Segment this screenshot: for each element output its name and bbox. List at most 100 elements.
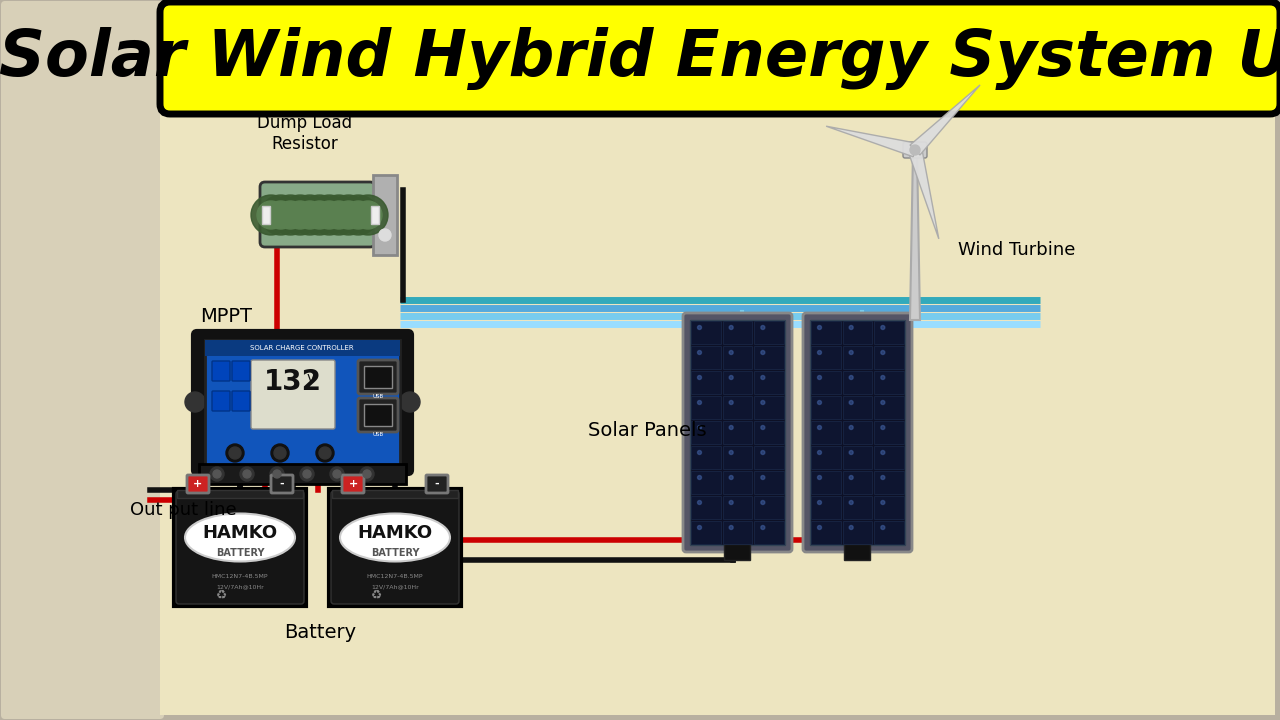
Circle shape (730, 475, 733, 480)
Text: +: + (193, 479, 202, 489)
Circle shape (261, 195, 301, 235)
FancyBboxPatch shape (754, 321, 783, 344)
FancyBboxPatch shape (232, 391, 250, 411)
Polygon shape (910, 85, 980, 155)
Circle shape (266, 201, 294, 229)
Ellipse shape (340, 513, 451, 562)
Circle shape (325, 201, 353, 229)
Text: SOLAR CHARGE CONTROLLER: SOLAR CHARGE CONTROLLER (250, 345, 353, 351)
Circle shape (330, 467, 344, 481)
Circle shape (338, 195, 379, 235)
Circle shape (241, 467, 253, 481)
Circle shape (760, 475, 765, 480)
Circle shape (300, 195, 339, 235)
Circle shape (818, 400, 822, 405)
Circle shape (257, 201, 285, 229)
Text: BATTERY: BATTERY (216, 547, 264, 557)
Text: Solar Panels: Solar Panels (588, 420, 707, 439)
FancyBboxPatch shape (844, 544, 870, 560)
FancyBboxPatch shape (260, 182, 375, 247)
Circle shape (306, 201, 334, 229)
Text: 132: 132 (264, 368, 323, 396)
Circle shape (319, 447, 332, 459)
FancyBboxPatch shape (874, 396, 904, 419)
Text: 12V/7Ah@10Hr: 12V/7Ah@10Hr (216, 585, 264, 590)
FancyBboxPatch shape (212, 361, 230, 381)
Circle shape (730, 451, 733, 454)
FancyBboxPatch shape (205, 340, 399, 356)
Circle shape (698, 475, 701, 480)
Circle shape (287, 201, 314, 229)
Circle shape (881, 475, 884, 480)
FancyBboxPatch shape (193, 331, 412, 474)
Text: 12V/7Ah@10Hr: 12V/7Ah@10Hr (371, 585, 419, 590)
FancyBboxPatch shape (723, 346, 753, 369)
FancyBboxPatch shape (372, 175, 397, 255)
FancyBboxPatch shape (358, 360, 398, 394)
Circle shape (881, 451, 884, 454)
FancyBboxPatch shape (723, 396, 753, 419)
FancyBboxPatch shape (754, 371, 783, 394)
Circle shape (296, 201, 324, 229)
FancyBboxPatch shape (329, 489, 461, 606)
Circle shape (210, 467, 224, 481)
FancyBboxPatch shape (691, 521, 721, 544)
Circle shape (315, 201, 343, 229)
Text: USB: USB (372, 431, 384, 436)
FancyBboxPatch shape (754, 446, 783, 469)
FancyBboxPatch shape (812, 471, 841, 494)
FancyBboxPatch shape (358, 398, 398, 432)
Circle shape (849, 351, 854, 354)
Circle shape (760, 451, 765, 454)
Circle shape (818, 500, 822, 505)
FancyBboxPatch shape (902, 142, 927, 158)
FancyBboxPatch shape (691, 396, 721, 419)
FancyBboxPatch shape (842, 371, 873, 394)
Circle shape (227, 444, 244, 462)
FancyBboxPatch shape (723, 446, 753, 469)
FancyBboxPatch shape (332, 490, 458, 498)
FancyBboxPatch shape (364, 404, 392, 426)
Polygon shape (909, 148, 938, 239)
Circle shape (760, 325, 765, 330)
FancyBboxPatch shape (271, 475, 293, 493)
FancyBboxPatch shape (251, 360, 335, 429)
FancyBboxPatch shape (754, 496, 783, 519)
Text: MPPT: MPPT (200, 307, 252, 326)
Text: +: + (348, 479, 357, 489)
Circle shape (730, 526, 733, 529)
Circle shape (849, 325, 854, 330)
Circle shape (849, 526, 854, 529)
Circle shape (344, 201, 372, 229)
FancyBboxPatch shape (812, 421, 841, 444)
FancyBboxPatch shape (1, 1, 164, 719)
FancyBboxPatch shape (723, 421, 753, 444)
Text: HMC12N7-4B.5MP: HMC12N7-4B.5MP (211, 575, 269, 580)
Circle shape (319, 195, 358, 235)
FancyBboxPatch shape (723, 521, 753, 544)
Polygon shape (910, 150, 920, 320)
Circle shape (818, 426, 822, 430)
Ellipse shape (186, 513, 294, 562)
Circle shape (186, 392, 205, 412)
FancyBboxPatch shape (160, 2, 1280, 114)
Circle shape (310, 195, 349, 235)
Circle shape (760, 351, 765, 354)
Circle shape (698, 351, 701, 354)
Circle shape (698, 500, 701, 505)
Circle shape (730, 426, 733, 430)
Circle shape (818, 475, 822, 480)
Circle shape (818, 451, 822, 454)
Circle shape (730, 400, 733, 405)
Circle shape (251, 195, 291, 235)
FancyBboxPatch shape (812, 446, 841, 469)
Circle shape (698, 400, 701, 405)
FancyBboxPatch shape (691, 321, 721, 344)
Text: HMC12N7-4B.5MP: HMC12N7-4B.5MP (367, 575, 424, 580)
Circle shape (910, 145, 920, 155)
Text: USB: USB (372, 394, 384, 398)
FancyBboxPatch shape (691, 471, 721, 494)
Circle shape (303, 470, 311, 478)
Circle shape (849, 400, 854, 405)
Circle shape (329, 195, 369, 235)
